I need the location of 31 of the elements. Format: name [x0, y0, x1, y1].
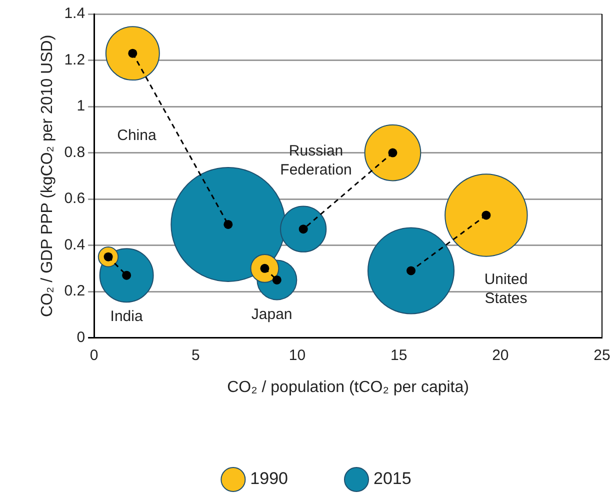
y-tick-label: 1.2 — [64, 51, 86, 68]
point — [128, 48, 138, 58]
point — [482, 210, 491, 220]
y-tick-label: 0.2 — [64, 282, 86, 300]
y-tick-label: 0.4 — [64, 236, 86, 254]
y-tick-label: 1 — [76, 98, 86, 115]
point — [406, 266, 416, 276]
y-tick-label: 0.6 — [64, 190, 86, 208]
annotation: India — [110, 308, 144, 325]
annotation: Japan — [251, 306, 292, 323]
annotation: United States — [484, 270, 528, 307]
x-tick-label: 5 — [191, 346, 200, 364]
y-tick-label: 0 — [76, 328, 86, 346]
x-tick-label: 0 — [90, 346, 98, 364]
point — [298, 224, 308, 234]
x-tick-label: 10 — [288, 346, 306, 364]
x-axis-title: CO₂ / population (tCO₂ per capita) — [227, 378, 469, 396]
x-tick-label: 25 — [594, 346, 610, 364]
point — [272, 275, 282, 284]
y-tick-label: 0.8 — [64, 144, 86, 161]
legend-label: 1990 — [250, 469, 288, 488]
y-tick-label: 1.4 — [64, 5, 86, 22]
x-tick-label: 20 — [492, 346, 509, 364]
x-tick-label: 15 — [390, 346, 408, 364]
point — [388, 148, 398, 158]
legend-label: 2015 — [374, 469, 412, 488]
annotation: China — [117, 127, 157, 144]
point — [122, 270, 132, 280]
annotation: Russian Federation — [280, 142, 352, 178]
y-axis-title: CO₂ / GDP PPP (kgCO₂ per 2010 USD) — [39, 34, 56, 317]
point — [224, 220, 233, 229]
